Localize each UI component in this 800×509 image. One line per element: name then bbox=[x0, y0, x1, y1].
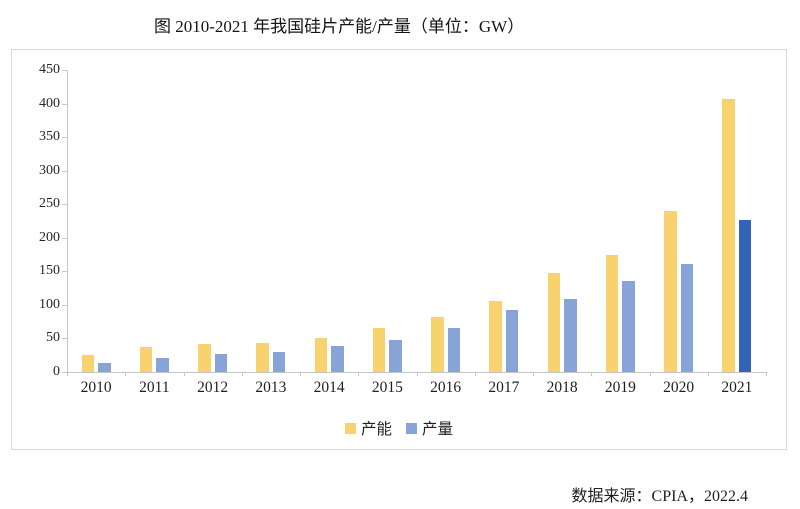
x-label-2015: 2015 bbox=[371, 379, 403, 396]
bar-output-2014 bbox=[331, 345, 344, 372]
y-tick-mark bbox=[62, 372, 67, 373]
y-tick-label: 100 bbox=[39, 296, 60, 312]
y-tick-label: 50 bbox=[46, 330, 60, 346]
x-tick-mark bbox=[474, 372, 476, 376]
bar-output-2018 bbox=[564, 298, 577, 372]
x-tick-mark bbox=[125, 372, 127, 376]
x-label-2020: 2020 bbox=[663, 379, 695, 396]
bar-capacity-2020 bbox=[664, 210, 677, 372]
bar-output-2021 bbox=[738, 219, 752, 372]
y-tick-mark bbox=[62, 237, 67, 239]
bar-output-2015 bbox=[389, 339, 402, 372]
x-tick-mark bbox=[358, 372, 360, 376]
y-tick-mark bbox=[62, 304, 67, 306]
bar-output-2012 bbox=[214, 353, 228, 372]
bar-output-2017 bbox=[505, 309, 519, 372]
y-tick-mark bbox=[62, 170, 67, 172]
y-tick-label: 200 bbox=[39, 229, 60, 245]
x-label-2019: 2019 bbox=[604, 379, 636, 396]
bar-capacity-2018 bbox=[547, 273, 561, 372]
x-tick-mark bbox=[707, 372, 709, 376]
bar-capacity-2013 bbox=[256, 343, 269, 372]
y-tick-label: 300 bbox=[39, 162, 60, 178]
y-tick-label: 0 bbox=[53, 364, 60, 379]
bar-capacity-2010 bbox=[81, 355, 95, 372]
data-source-label: 数据来源：CPIA，2022.4 bbox=[571, 488, 748, 505]
chart-title: 图 2010-2021 年我国硅片产能/产量（单位：GW） bbox=[154, 17, 525, 36]
bar-output-2019 bbox=[622, 281, 635, 372]
y-axis-line bbox=[67, 70, 68, 372]
x-label-2013: 2013 bbox=[255, 379, 287, 396]
y-tick-mark bbox=[62, 338, 67, 340]
y-tick-mark bbox=[62, 271, 67, 273]
y-tick-label: 450 bbox=[39, 62, 60, 77]
bar-output-2020 bbox=[680, 263, 694, 372]
x-tick-mark bbox=[67, 372, 68, 376]
y-tick-mark bbox=[62, 70, 67, 71]
bar-output-2011 bbox=[156, 357, 169, 372]
bar-capacity-2016 bbox=[431, 316, 444, 372]
y-tick-label: 400 bbox=[39, 95, 60, 111]
x-label-2011: 2011 bbox=[139, 379, 170, 396]
bar-capacity-2021 bbox=[722, 98, 735, 372]
x-tick-mark bbox=[591, 372, 593, 376]
x-label-2014: 2014 bbox=[313, 379, 345, 396]
x-tick-mark bbox=[300, 372, 301, 376]
y-tick-label: 350 bbox=[39, 129, 60, 145]
x-label-2018: 2018 bbox=[546, 379, 578, 396]
y-tick-label: 150 bbox=[39, 263, 60, 279]
x-label-2012: 2012 bbox=[197, 379, 229, 396]
x-label-2017: 2017 bbox=[488, 379, 520, 396]
legend-swatch-output-icon bbox=[406, 422, 417, 434]
bar-capacity-2017 bbox=[489, 300, 502, 372]
x-tick-mark bbox=[766, 372, 767, 376]
y-tick-label: 250 bbox=[39, 196, 60, 212]
legend-label-capacity: 产能 bbox=[360, 421, 392, 438]
bar-capacity-2012 bbox=[198, 343, 211, 372]
legend-label-output: 产量 bbox=[422, 421, 454, 438]
legend-item-output: 产量 bbox=[406, 417, 453, 439]
x-label-2016: 2016 bbox=[430, 379, 462, 396]
y-tick-mark bbox=[62, 204, 67, 206]
legend-swatch-capacity-icon bbox=[344, 422, 356, 434]
legend: 产能 产量 bbox=[11, 417, 787, 439]
x-label-2010: 2010 bbox=[80, 379, 112, 396]
x-tick-mark bbox=[183, 372, 185, 376]
chart-border-box bbox=[11, 49, 787, 450]
bar-capacity-2011 bbox=[139, 347, 153, 372]
x-tick-mark bbox=[533, 372, 534, 376]
y-tick-mark bbox=[62, 103, 67, 105]
y-tick-mark bbox=[62, 137, 67, 139]
bar-capacity-2014 bbox=[314, 337, 328, 372]
bar-capacity-2015 bbox=[372, 328, 386, 372]
bar-capacity-2019 bbox=[605, 255, 619, 372]
bar-output-2016 bbox=[447, 328, 461, 372]
bar-output-2013 bbox=[272, 351, 286, 372]
x-tick-mark bbox=[416, 372, 418, 376]
legend-item-capacity: 产能 bbox=[344, 417, 392, 439]
x-tick-mark bbox=[649, 372, 651, 376]
bar-output-2010 bbox=[98, 362, 111, 372]
x-tick-mark bbox=[241, 372, 243, 376]
x-label-2021: 2021 bbox=[721, 379, 753, 396]
